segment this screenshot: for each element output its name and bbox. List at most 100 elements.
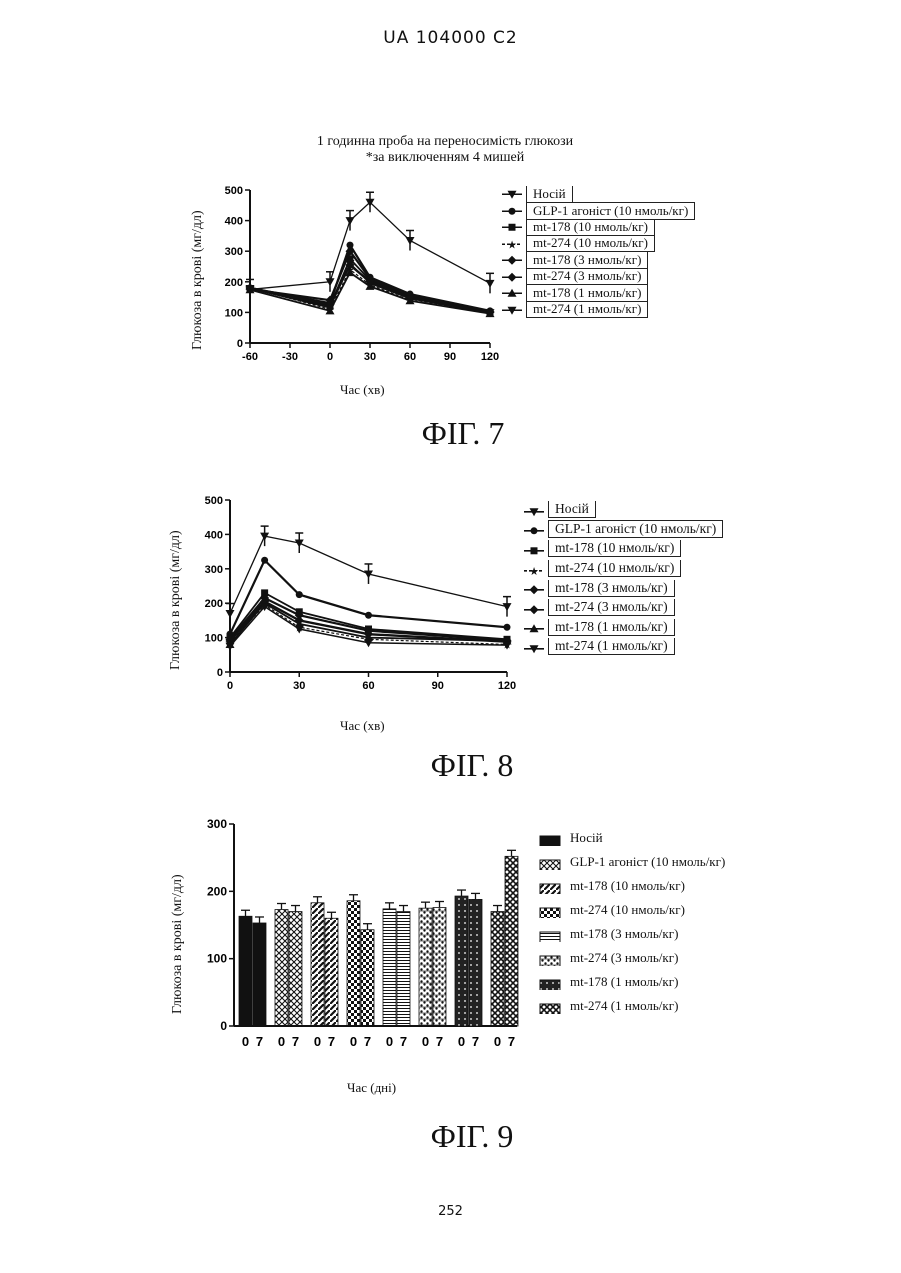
legend-swatch <box>540 932 560 942</box>
x-tick-label: -60 <box>242 351 258 363</box>
legend-label: Носій <box>548 501 596 518</box>
fig7-title: 1 годинна проба на переносимість глюкози… <box>250 134 640 166</box>
legend-label: mt-274 (3 нмоль/кг) <box>564 950 684 966</box>
legend-marker <box>500 285 526 301</box>
y-tick-label: 300 <box>205 564 223 576</box>
legend-marker <box>522 541 548 557</box>
legend-entry: mt-178 (10 нмоль/кг) <box>500 219 695 236</box>
legend-entry: Носій <box>522 500 723 520</box>
legend-label: mt-274 (1 нмоль/кг) <box>548 638 675 655</box>
y-tick-label: 200 <box>205 598 223 610</box>
legend-label: mt-274 (10 нмоль/кг) <box>564 902 691 918</box>
bar <box>311 903 324 1026</box>
legend-marker <box>538 854 564 870</box>
x-tick-label: 60 <box>362 680 374 692</box>
legend-entry: GLP-1 агоніст (10 нмоль/кг) <box>522 520 723 540</box>
legend-swatch <box>540 1004 560 1014</box>
legend-marker <box>538 830 564 846</box>
bar <box>361 930 374 1026</box>
fig8-xlabel: Час (хв) <box>340 718 385 734</box>
legend-entry: GLP-1 агоніст (10 нмоль/кг) <box>500 203 695 220</box>
bar <box>275 910 288 1026</box>
legend-entry: mt-178 (3 нмоль/кг) <box>522 578 723 598</box>
legend-marker <box>522 502 548 518</box>
fig9-caption: ФІГ. 9 <box>322 1118 622 1155</box>
fig9-ylabel: Глюкоза в крові (мг/дл) <box>170 874 186 1014</box>
y-tick-label: 200 <box>207 884 227 898</box>
legend-point: ★ <box>529 565 539 576</box>
legend-point <box>531 528 538 535</box>
legend-marker <box>522 619 548 635</box>
legend-marker <box>500 186 526 202</box>
bar <box>469 899 482 1026</box>
fig8-ylabel: Глюкоза в крові (мг/дл) <box>168 530 184 670</box>
legend-marker <box>500 302 526 318</box>
legend-label: mt-274 (10 нмоль/кг) <box>526 235 655 252</box>
y-tick-label: 0 <box>220 1019 227 1033</box>
fig7-title-line1: 1 годинна проба на переносимість глюкози <box>250 134 640 150</box>
fig7-subtitle: *за виключенням 4 мишей <box>250 150 640 166</box>
legend-point <box>530 605 539 614</box>
legend-marker <box>500 203 526 219</box>
legend-point <box>531 547 538 554</box>
x-tick-label: 0 <box>386 1034 393 1049</box>
data-point <box>261 557 268 564</box>
x-tick-label: 7 <box>436 1034 443 1049</box>
x-tick-label: -30 <box>282 351 298 363</box>
bar <box>347 901 360 1026</box>
legend-label: GLP-1 агоніст (10 нмоль/кг) <box>564 854 731 870</box>
x-tick-label: 7 <box>292 1034 299 1049</box>
x-tick-label: 0 <box>494 1034 501 1049</box>
y-tick-label: 100 <box>225 307 243 319</box>
y-tick-label: 300 <box>225 246 243 258</box>
x-tick-label: 7 <box>472 1034 479 1049</box>
y-tick-label: 100 <box>205 633 223 645</box>
bar <box>325 918 338 1026</box>
legend-swatch <box>540 860 560 870</box>
x-tick-label: 0 <box>422 1034 429 1049</box>
legend-entry: mt-178 (1 нмоль/кг) <box>538 970 731 994</box>
y-tick-label: 500 <box>225 185 243 197</box>
fig7-caption: ФІГ. 7 <box>313 415 613 452</box>
fig7-xlabel: Час (хв) <box>340 382 385 398</box>
y-tick-label: 0 <box>237 338 243 350</box>
legend-entry: GLP-1 агоніст (10 нмоль/кг) <box>538 850 731 874</box>
legend-marker <box>500 252 526 268</box>
legend-point <box>509 208 516 215</box>
fig8-caption: ФІГ. 8 <box>322 747 622 784</box>
legend-label: mt-178 (10 нмоль/кг) <box>564 878 691 894</box>
legend-label: mt-274 (1 нмоль/кг) <box>526 301 648 318</box>
legend-label: mt-178 (10 нмоль/кг) <box>548 540 681 557</box>
legend-entry: mt-178 (1 нмоль/кг) <box>500 285 695 302</box>
legend-marker <box>538 998 564 1014</box>
legend-entry: mt-274 (3 нмоль/кг) <box>538 946 731 970</box>
legend-label: Носій <box>564 830 609 846</box>
x-tick-label: 60 <box>404 351 416 363</box>
x-tick-label: 7 <box>508 1034 515 1049</box>
legend-entry: Носій <box>500 186 695 203</box>
x-tick-label: 7 <box>364 1034 371 1049</box>
x-tick-label: 0 <box>314 1034 321 1049</box>
x-tick-label: 7 <box>328 1034 335 1049</box>
page-number: 252 <box>0 1204 901 1219</box>
bar <box>505 856 518 1026</box>
data-point <box>504 624 511 631</box>
legend-label: mt-274 (10 нмоль/кг) <box>548 560 681 577</box>
bar <box>455 896 468 1026</box>
legend-swatch <box>540 908 560 918</box>
legend-entry: ★ mt-274 (10 нмоль/кг) <box>522 559 723 579</box>
bar <box>397 912 410 1026</box>
legend-entry: mt-178 (3 нмоль/кг) <box>500 252 695 269</box>
y-tick-label: 300 <box>207 817 227 831</box>
data-point <box>365 612 372 619</box>
legend-label: mt-178 (3 нмоль/кг) <box>564 926 684 942</box>
legend-label: GLP-1 агоніст (10 нмоль/кг) <box>548 520 723 538</box>
x-tick-label: 0 <box>458 1034 465 1049</box>
x-tick-label: 120 <box>498 680 516 692</box>
fig9-chart: 01002003000707070707070707 <box>192 812 532 1057</box>
bar <box>433 907 446 1026</box>
legend-marker <box>522 580 548 596</box>
y-tick-label: 400 <box>205 529 223 541</box>
y-tick-label: 500 <box>205 495 223 507</box>
page-header: UA 104000 C2 <box>0 28 901 48</box>
